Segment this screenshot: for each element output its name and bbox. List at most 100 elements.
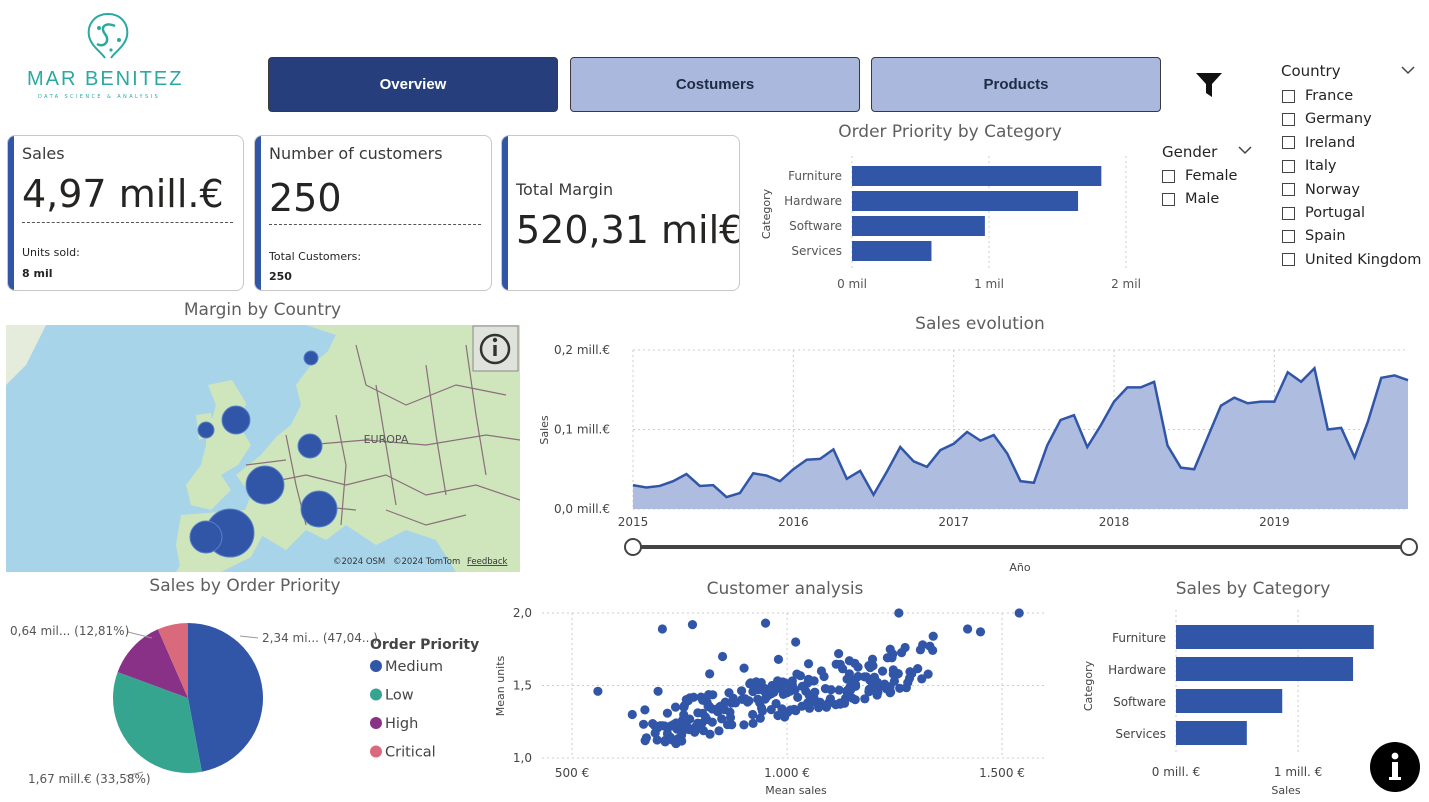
- evo-x-tick: 2018: [1099, 515, 1130, 529]
- checkbox[interactable]: [1282, 136, 1295, 150]
- date-range-slider-start-handle[interactable]: [624, 538, 642, 556]
- gender-option-male[interactable]: Male: [1162, 191, 1219, 207]
- scatter-point: [840, 693, 851, 703]
- checkbox[interactable]: [1282, 253, 1295, 267]
- opc-axis-label: Category: [760, 188, 773, 239]
- scatter-point: [682, 722, 692, 732]
- scatter-point: [864, 687, 874, 697]
- scatter-point: [923, 669, 933, 679]
- evo-area: [633, 368, 1408, 509]
- scatter-point: [821, 702, 832, 712]
- pie-data-label: 1,67 mill.€ (33,58%): [28, 772, 151, 786]
- gender-option-female[interactable]: Female: [1162, 168, 1237, 184]
- country-option[interactable]: Portugal: [1282, 205, 1365, 221]
- scatter-point: [928, 631, 938, 641]
- customers-button[interactable]: Costumers: [570, 57, 860, 112]
- opc-bar: [852, 166, 1102, 186]
- order-priority-by-category-chart: Category 0 mil 1 mil 2 mil Furniture Hardwar…: [760, 156, 1141, 291]
- scatter-point: [708, 690, 718, 700]
- scatter-point: [685, 714, 695, 724]
- info-button[interactable]: [1369, 741, 1421, 793]
- country-option[interactable]: France: [1282, 88, 1353, 104]
- customers-card: Number of customers 250 Total Customers:…: [254, 135, 492, 291]
- map-feedback-link[interactable]: Feedback: [467, 557, 508, 567]
- map-region-label: EUROPA: [364, 433, 409, 446]
- scatter-point: [882, 653, 893, 663]
- sales-label: Sales: [22, 144, 65, 163]
- scatter-point: [777, 704, 787, 714]
- products-button[interactable]: Products: [871, 57, 1161, 112]
- scatter-point: [903, 678, 913, 688]
- scatter-point: [725, 707, 735, 717]
- country-option-label: Germany: [1305, 111, 1372, 128]
- scatter-point: [751, 677, 761, 687]
- scatter-point: [793, 692, 803, 702]
- scatter-point: [653, 686, 663, 696]
- checkbox[interactable]: [1162, 169, 1175, 183]
- checkbox[interactable]: [1282, 183, 1295, 197]
- country-option-label: United Kingdom: [1305, 251, 1422, 268]
- margin-by-country-map[interactable]: EUROPA ©2024 OSM ©2024 TomTom Feedback: [6, 325, 520, 572]
- scatter-point: [850, 679, 861, 689]
- scatter-point: [667, 735, 677, 745]
- country-option[interactable]: Italy: [1282, 158, 1336, 174]
- checkbox[interactable]: [1282, 206, 1295, 220]
- customers-value: 250: [269, 176, 342, 220]
- opc-bar: [852, 191, 1079, 211]
- scatter-point: [873, 683, 884, 693]
- date-range-slider-end-handle[interactable]: [1400, 538, 1418, 556]
- scatter-point: [791, 637, 801, 647]
- scatter-point: [928, 645, 938, 655]
- evo-y-tick: 0,2 mill.€: [554, 343, 610, 357]
- scatter-x-tick: 500 €: [555, 766, 589, 780]
- country-option[interactable]: Spain: [1282, 228, 1346, 244]
- evo-x-tick: 2016: [778, 515, 809, 529]
- chevron-down-icon[interactable]: [1401, 65, 1415, 75]
- opc-x-tick: 2 mil: [1111, 277, 1141, 291]
- scatter-point: [698, 695, 708, 705]
- scatter-point: [787, 676, 797, 686]
- pie-legend-label: Medium: [385, 659, 443, 675]
- scatter-point: [888, 665, 898, 675]
- country-option-label: Italy: [1305, 158, 1337, 175]
- scatter-x-label: Mean sales: [765, 784, 827, 797]
- checkbox[interactable]: [1282, 89, 1295, 103]
- chevron-down-icon[interactable]: [1238, 145, 1252, 155]
- scatter-point: [834, 649, 844, 659]
- scatter-point: [754, 685, 764, 695]
- scatter-point: [655, 721, 665, 731]
- checkbox[interactable]: [1282, 112, 1295, 126]
- evo-line: [632, 365, 1409, 499]
- evo-y-tick: 0,1 mill.€: [554, 423, 610, 437]
- sbc-bar: [1176, 657, 1354, 681]
- scatter-y-tick: 2,0: [513, 606, 532, 620]
- scatter-point: [809, 676, 819, 686]
- pie-legend-marker: [370, 717, 382, 729]
- country-option[interactable]: Germany: [1282, 111, 1372, 127]
- country-option[interactable]: United Kingdom: [1282, 252, 1421, 268]
- sales-evolution-x-label: Año: [1009, 561, 1030, 574]
- logo-tagline: DATA SCIENCE & ANALYSIS: [38, 94, 161, 100]
- scatter-point: [714, 726, 724, 736]
- scatter-point: [690, 722, 700, 732]
- checkbox[interactable]: [1282, 159, 1295, 173]
- opc-category-label: Furniture: [788, 169, 842, 183]
- pie-slice-low: [112, 672, 202, 773]
- filter-icon[interactable]: [1195, 72, 1223, 98]
- overview-button[interactable]: Overview: [268, 57, 558, 112]
- map-attribution-tomtom: ©2024 TomTom: [393, 557, 460, 567]
- sales-by-category-chart: Category Sales 0 mill. € 1 mill. € Furnitu…: [1082, 610, 1374, 797]
- customer-analysis-chart: Mean units Mean sales 1,0 1,5 2,0 500 € 1.00…: [494, 606, 1045, 797]
- country-option[interactable]: Norway: [1282, 182, 1360, 198]
- scatter-point: [865, 663, 875, 673]
- checkbox[interactable]: [1162, 192, 1175, 206]
- scatter-point: [755, 713, 765, 723]
- evo-y-tick: 0,0 mill.€: [554, 502, 610, 516]
- checkbox[interactable]: [1282, 229, 1295, 243]
- map-attribution-osm: ©2024 OSM: [333, 557, 385, 567]
- country-option[interactable]: Ireland: [1282, 135, 1355, 151]
- margin-card: Total Margin 520,31 mil€: [501, 135, 740, 291]
- scatter-point: [670, 702, 681, 712]
- scatter-y-tick: 1,0: [513, 751, 532, 765]
